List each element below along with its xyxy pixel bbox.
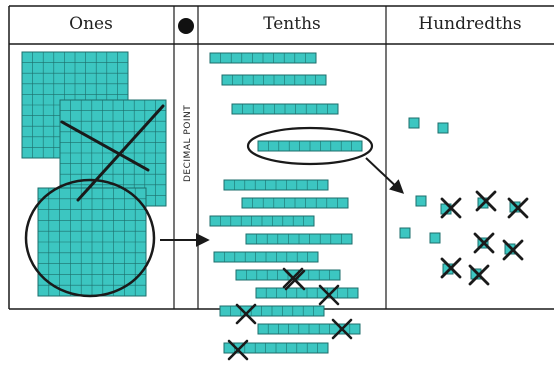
tenth-rod [209, 215, 315, 227]
cross-out-mark [282, 267, 304, 289]
tenth-rod [219, 305, 325, 317]
header-hundredths: Hundredths [418, 14, 521, 34]
cross-out-mark [502, 239, 524, 261]
decimal-point-label: DECIMAL POINT [183, 105, 193, 182]
ones-regroup-circle [24, 178, 156, 298]
tenths-rods [209, 52, 363, 354]
tenth-rod [245, 233, 353, 245]
annotation-marks [24, 104, 529, 361]
cross-out-mark [475, 190, 497, 212]
tenth-rod [231, 103, 339, 115]
tenth-rod [221, 74, 327, 86]
hundredth-unit [399, 227, 411, 239]
tenth-rod [241, 197, 349, 209]
header-tenths: Tenths [263, 14, 321, 34]
cross-out-mark [440, 197, 462, 219]
cross-out-mark [318, 284, 340, 306]
tenths-regroup-circle [246, 126, 374, 166]
cross-out-mark [507, 197, 529, 219]
hundredth-unit [429, 232, 441, 244]
cross-out-mark [331, 318, 353, 340]
tenth-rod [257, 140, 363, 152]
tenth-rod [209, 52, 317, 64]
hundredth-unit [415, 195, 427, 207]
cross-out-mark [227, 339, 249, 361]
cross-out-mark [473, 232, 495, 254]
cross-out-mark [235, 303, 257, 325]
arrow-to-hundredths [365, 157, 405, 194]
hundredth-unit [408, 117, 420, 129]
decimal-point-dot [178, 18, 194, 34]
tenth-rod [213, 251, 319, 263]
cross-out-mark [440, 257, 462, 279]
ones-blocks [21, 51, 167, 297]
hundred-flat [37, 187, 147, 297]
tenth-rod [257, 323, 361, 335]
header-ones: Ones [69, 14, 113, 34]
tenth-rod [223, 179, 329, 191]
ones-cross-out-mark [60, 104, 165, 202]
tenth-rod [255, 287, 359, 299]
cross-out-mark [468, 264, 490, 286]
hundredth-unit [437, 122, 449, 134]
